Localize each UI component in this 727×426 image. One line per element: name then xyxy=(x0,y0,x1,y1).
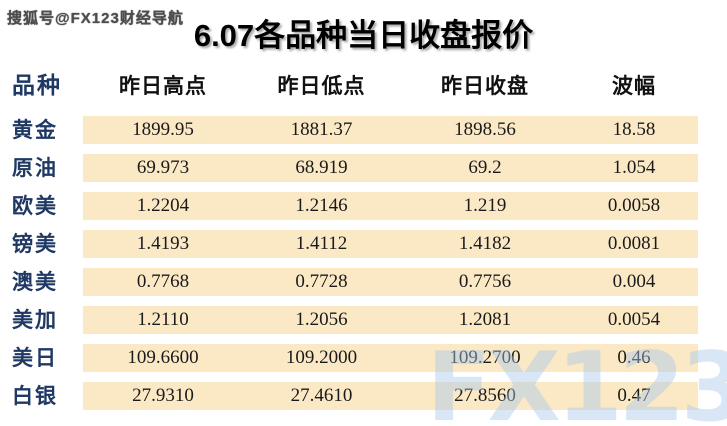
table-row: 镑美 1.4193 1.4112 1.4182 0.0081 xyxy=(0,230,698,258)
cell-prev-low: 68.919 xyxy=(243,154,400,182)
table-row: 美日 109.6600 109.2000 109.2700 0.46 xyxy=(0,344,698,372)
row-label: 美日 xyxy=(0,344,83,372)
cell-prev-low: 0.7728 xyxy=(243,268,400,296)
cell-range: 0.0058 xyxy=(570,192,698,220)
table-header-row: 品种 昨日高点 昨日低点 昨日收盘 波幅 xyxy=(0,71,698,101)
cell-prev-high: 1.2204 xyxy=(83,192,243,220)
cell-prev-low: 1.2146 xyxy=(243,192,400,220)
row-label: 欧美 xyxy=(0,192,83,220)
cell-prev-close: 1898.56 xyxy=(400,116,570,144)
quote-table: 品种 昨日高点 昨日低点 昨日收盘 波幅 黄金 1899.95 1881.37 … xyxy=(0,71,698,420)
page-title: 6.07各品种当日收盘报价 xyxy=(193,18,534,53)
column-header-range: 波幅 xyxy=(612,74,656,98)
cell-prev-close: 109.2700 xyxy=(400,344,570,372)
row-label: 白银 xyxy=(0,382,83,410)
cell-prev-close: 1.219 xyxy=(400,192,570,220)
table-row: 原油 69.973 68.919 69.2 1.054 xyxy=(0,154,698,182)
table-row: 白银 27.9310 27.4610 27.8560 0.47 xyxy=(0,382,698,410)
cell-prev-close: 27.8560 xyxy=(400,382,570,410)
row-label: 美加 xyxy=(0,306,83,334)
cell-prev-low: 109.2000 xyxy=(243,344,400,372)
cell-prev-high: 0.7768 xyxy=(83,268,243,296)
cell-prev-low: 1.2056 xyxy=(243,306,400,334)
cell-prev-close: 1.4182 xyxy=(400,230,570,258)
cell-prev-low: 27.4610 xyxy=(243,382,400,410)
cell-prev-close: 1.2081 xyxy=(400,306,570,334)
row-label: 澳美 xyxy=(0,268,83,296)
column-header-instrument: 品种 xyxy=(12,73,62,98)
column-header-prev-close: 昨日收盘 xyxy=(441,74,529,98)
cell-range: 1.054 xyxy=(570,154,698,182)
row-label: 镑美 xyxy=(0,230,83,258)
cell-range: 0.46 xyxy=(570,344,698,372)
cell-range: 0.47 xyxy=(570,382,698,410)
fx123-logo-watermark: FX123 xyxy=(426,333,727,426)
cell-prev-low: 1881.37 xyxy=(243,116,400,144)
cell-range: 0.0081 xyxy=(570,230,698,258)
row-label: 原油 xyxy=(0,154,83,182)
table-row: 黄金 1899.95 1881.37 1898.56 18.58 xyxy=(0,116,698,144)
cell-prev-close: 0.7756 xyxy=(400,268,570,296)
cell-prev-high: 1.4193 xyxy=(83,230,243,258)
cell-prev-close: 69.2 xyxy=(400,154,570,182)
cell-prev-high: 1899.95 xyxy=(83,116,243,144)
cell-range: 0.004 xyxy=(570,268,698,296)
table-row: 欧美 1.2204 1.2146 1.219 0.0058 xyxy=(0,192,698,220)
cell-prev-low: 1.4112 xyxy=(243,230,400,258)
cell-prev-high: 1.2110 xyxy=(83,306,243,334)
cell-range: 0.0054 xyxy=(570,306,698,334)
table-row: 美加 1.2110 1.2056 1.2081 0.0054 xyxy=(0,306,698,334)
column-header-prev-low: 昨日低点 xyxy=(277,74,366,98)
column-header-prev-high: 昨日高点 xyxy=(119,74,207,98)
table-row: 澳美 0.7768 0.7728 0.7756 0.004 xyxy=(0,268,698,296)
row-label: 黄金 xyxy=(0,116,83,144)
cell-prev-high: 69.973 xyxy=(83,154,243,182)
cell-prev-high: 27.9310 xyxy=(83,382,243,410)
cell-prev-high: 109.6600 xyxy=(83,344,243,372)
sohu-account-watermark: 搜狐号@FX123财经导航 xyxy=(7,10,184,27)
cell-range: 18.58 xyxy=(570,116,698,144)
table-body: 黄金 1899.95 1881.37 1898.56 18.58 原油 69.9… xyxy=(0,116,698,410)
